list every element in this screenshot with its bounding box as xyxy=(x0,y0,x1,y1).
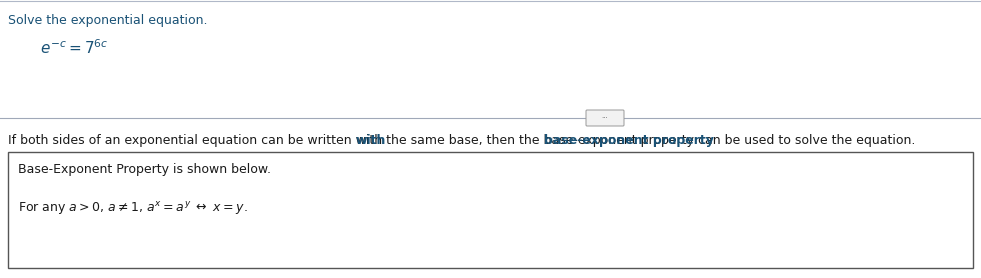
Text: ···: ··· xyxy=(601,115,608,121)
Bar xyxy=(8,152,973,268)
Text: base-exponent property: base-exponent property xyxy=(543,134,713,147)
Text: If both sides of an exponential equation can be written with the same base, then: If both sides of an exponential equation… xyxy=(8,134,915,147)
Text: Solve the exponential equation.: Solve the exponential equation. xyxy=(8,14,208,27)
Text: For any $a>0$, $a\neq1$, $a^{x}=a^{y}$ $\leftrightarrow$ $x=y$.: For any $a>0$, $a\neq1$, $a^{x}=a^{y}$ $… xyxy=(18,200,247,217)
Text: with: with xyxy=(356,134,386,147)
FancyBboxPatch shape xyxy=(586,110,624,126)
Text: $e^{-c}=7^{6c}$: $e^{-c}=7^{6c}$ xyxy=(40,38,109,57)
Text: Base-Exponent Property is shown below.: Base-Exponent Property is shown below. xyxy=(18,163,271,176)
